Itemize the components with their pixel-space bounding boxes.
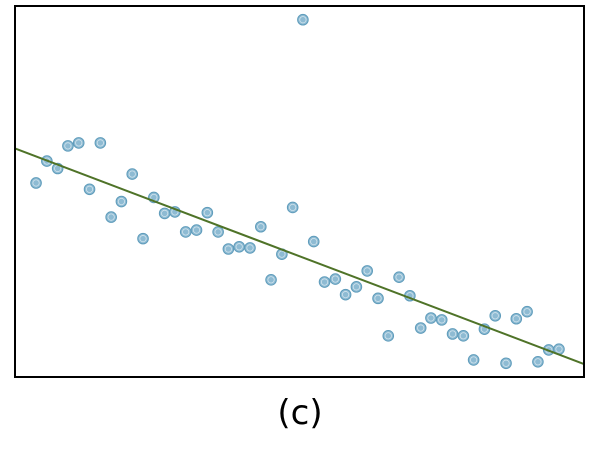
data-point bbox=[382, 330, 395, 342]
data-point bbox=[318, 276, 331, 288]
regression-line bbox=[14, 147, 585, 365]
data-point bbox=[350, 281, 363, 293]
data-point bbox=[446, 328, 459, 340]
data-point bbox=[105, 211, 117, 223]
data-point bbox=[265, 273, 277, 286]
data-point bbox=[126, 168, 139, 180]
data-point bbox=[414, 322, 427, 334]
data-point bbox=[62, 140, 74, 152]
data-point bbox=[393, 271, 405, 284]
data-point bbox=[137, 232, 149, 245]
data-point bbox=[372, 292, 384, 305]
data-point bbox=[190, 224, 203, 236]
data-point bbox=[222, 243, 235, 255]
panel-label: (c) bbox=[277, 393, 323, 433]
data-point bbox=[297, 13, 309, 26]
data-point bbox=[532, 355, 544, 368]
data-point bbox=[94, 137, 107, 149]
data-point bbox=[435, 314, 448, 326]
data-point bbox=[158, 207, 171, 220]
data-point bbox=[425, 312, 437, 324]
data-point bbox=[83, 183, 96, 196]
data-point bbox=[115, 195, 128, 208]
data-point bbox=[339, 288, 352, 301]
data-point bbox=[489, 309, 502, 322]
data-point bbox=[244, 242, 256, 254]
data-point bbox=[255, 220, 267, 233]
data-point bbox=[307, 235, 320, 248]
data-point bbox=[510, 312, 523, 325]
data-point bbox=[72, 137, 85, 149]
data-point bbox=[329, 273, 342, 285]
data-point bbox=[286, 201, 299, 214]
data-point bbox=[179, 226, 192, 238]
data-point bbox=[212, 226, 224, 238]
data-point bbox=[30, 177, 42, 189]
data-point bbox=[521, 305, 533, 318]
data-point bbox=[201, 206, 214, 219]
data-point bbox=[500, 357, 512, 370]
scatter-chart bbox=[14, 5, 585, 378]
data-point bbox=[467, 354, 480, 366]
data-point bbox=[233, 240, 245, 253]
data-point bbox=[361, 265, 374, 277]
plot-frame bbox=[14, 5, 585, 378]
data-point bbox=[457, 330, 470, 342]
points-layer bbox=[30, 13, 565, 370]
